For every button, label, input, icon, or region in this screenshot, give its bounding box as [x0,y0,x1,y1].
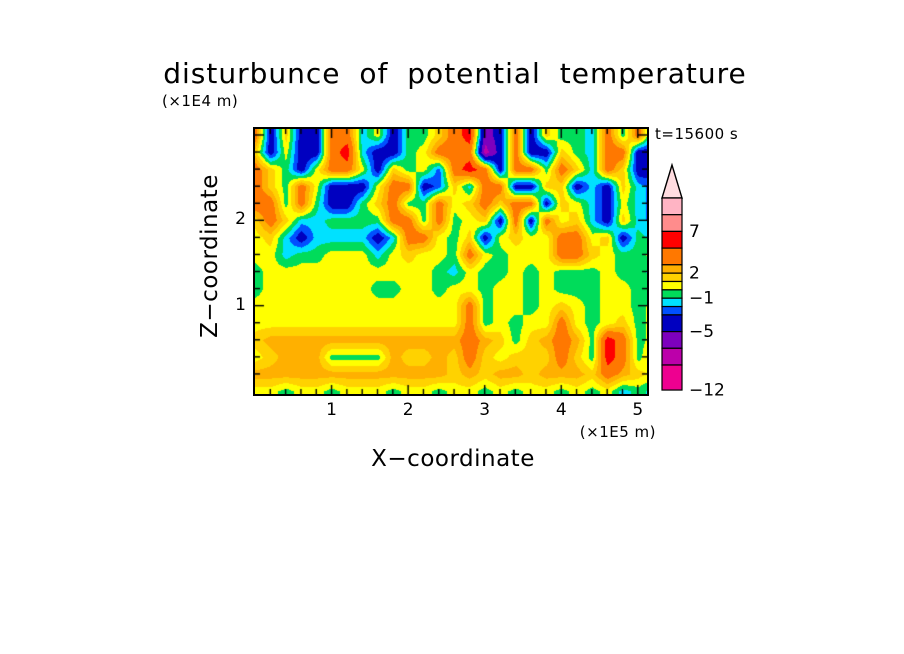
colorbar-label: 7 [689,222,700,242]
colorbar-segment [661,230,683,249]
colorbar-segment [661,264,683,274]
y-tick-label: 1 [235,294,246,315]
x-tick-label: 4 [555,400,567,420]
colorbar-label: −1 [689,289,714,309]
colorbar-segment [661,347,683,366]
time-annotation: t=15600 s [655,125,739,143]
colorbar-segment [661,247,683,266]
x-tick-label: 1 [326,400,337,420]
colorbar-segment [661,314,683,333]
colorbar-segment [661,364,683,391]
colorbar-label: −5 [689,322,714,342]
colorbar-segment [661,297,683,308]
colorbar-segment [661,214,683,233]
x-tick-label: 2 [402,400,414,420]
x-axis-units: (×1E5 m) [579,423,656,441]
y-axis-units: (×1E4 m) [162,92,239,110]
x-tick-label: 5 [632,400,644,420]
x-tick-label: 3 [479,400,491,420]
colorbar-label: 2 [689,264,700,284]
chart-title: disturbunce of potential temperature [163,57,747,90]
colorbar-label: −12 [689,381,725,401]
y-axis-label: Z−coordinate [197,174,223,338]
colorbar-segment [661,289,683,299]
colorbar-segment [661,305,683,316]
colorbar-segment [661,272,683,283]
colorbar-arrow-tip [661,162,683,199]
colorbar-segment [661,197,683,216]
colorbar-segment [661,280,683,291]
heatmap-canvas [253,127,649,396]
x-axis-label: X−coordinate [371,446,535,472]
colorbar-segment [661,331,683,349]
y-tick-label: 2 [235,209,246,230]
colorbar: 7 2 −1 −5 −12 [661,162,725,401]
